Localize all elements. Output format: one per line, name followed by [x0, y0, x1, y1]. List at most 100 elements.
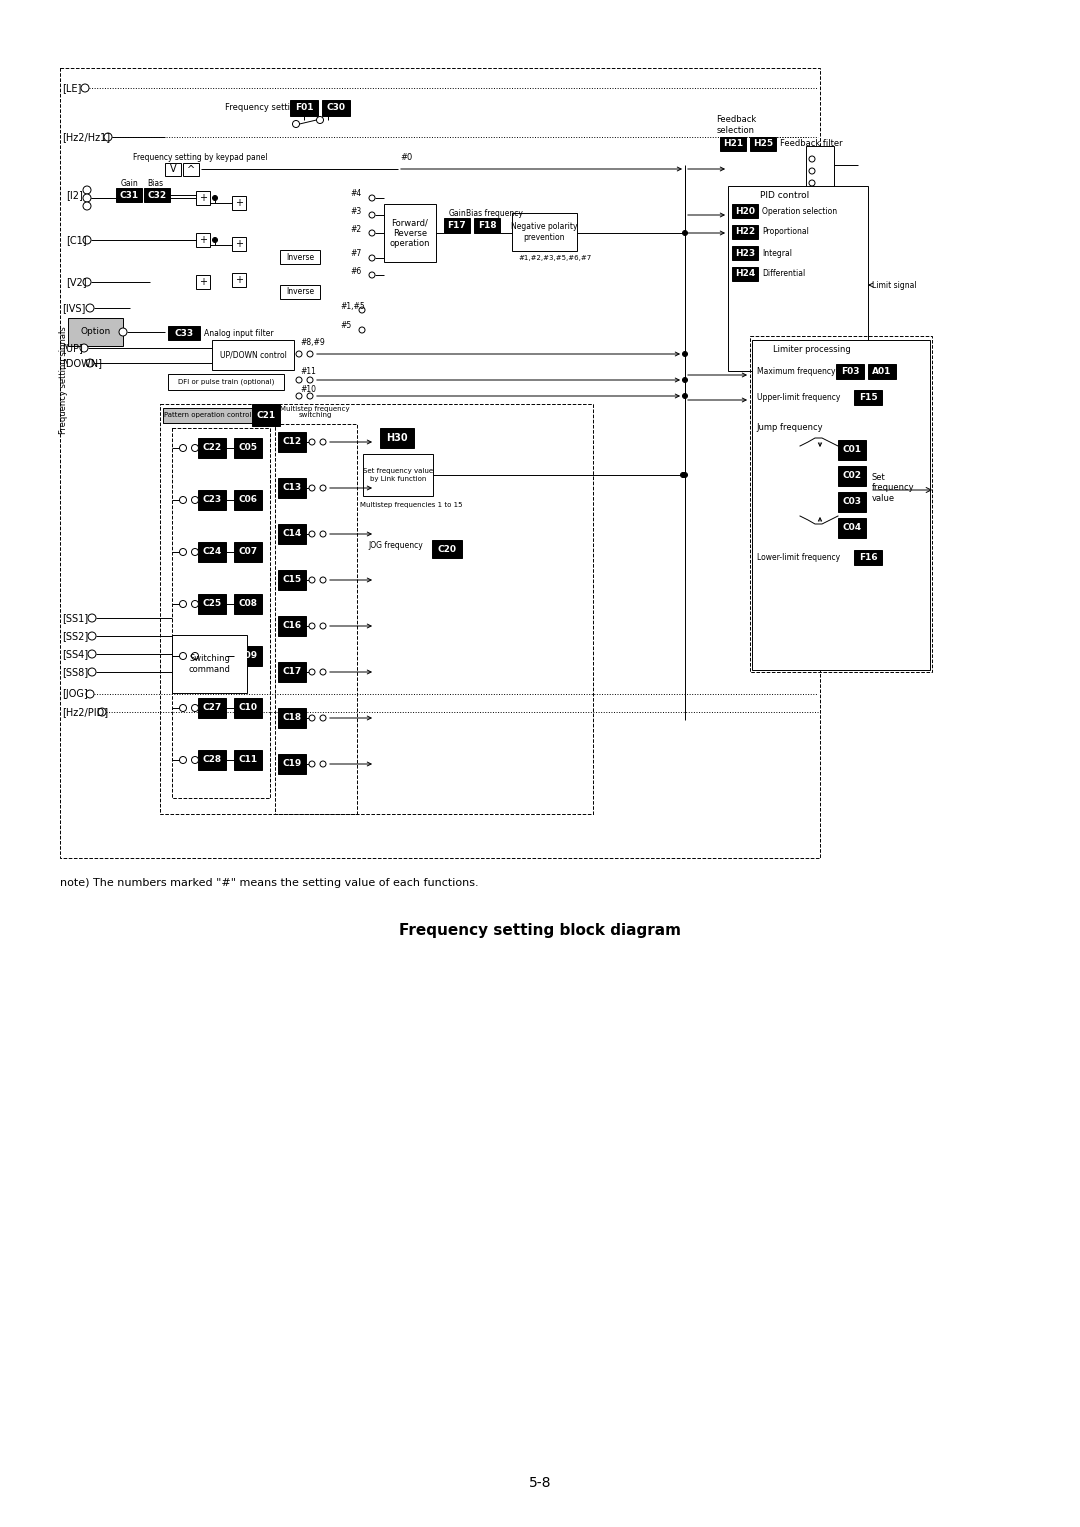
Bar — [198, 750, 226, 770]
Bar — [280, 250, 320, 264]
Text: C02: C02 — [842, 472, 862, 481]
Text: Limiter processing: Limiter processing — [773, 345, 851, 354]
Text: Bias frequency: Bias frequency — [465, 209, 523, 217]
Bar — [234, 698, 262, 718]
Circle shape — [86, 304, 94, 312]
Bar — [750, 336, 932, 672]
Circle shape — [680, 472, 686, 478]
Text: Analog input filter: Analog input filter — [204, 328, 273, 337]
Bar — [278, 709, 306, 728]
Text: Feedback filter: Feedback filter — [780, 139, 842, 148]
Bar — [278, 754, 306, 774]
Text: C06: C06 — [239, 495, 257, 504]
Text: Negative polarity
prevention: Negative polarity prevention — [511, 223, 578, 241]
Text: C12: C12 — [283, 438, 301, 446]
Circle shape — [309, 438, 315, 444]
Text: [I2]: [I2] — [66, 189, 83, 200]
Circle shape — [320, 623, 326, 629]
Circle shape — [309, 760, 315, 767]
Text: [SS4]: [SS4] — [62, 649, 89, 660]
Bar — [165, 163, 181, 176]
Text: C03: C03 — [842, 498, 862, 507]
Bar — [275, 425, 357, 814]
Circle shape — [179, 548, 187, 556]
Text: H24: H24 — [734, 269, 755, 278]
Bar — [198, 542, 226, 562]
Bar — [728, 186, 868, 371]
Circle shape — [320, 438, 326, 444]
Circle shape — [213, 238, 217, 243]
Text: V: V — [170, 165, 176, 174]
Circle shape — [309, 577, 315, 583]
Circle shape — [179, 496, 187, 504]
Circle shape — [191, 444, 199, 452]
Text: Set
frequency
value: Set frequency value — [872, 473, 915, 502]
Text: Frequency setting by keypad panel: Frequency setting by keypad panel — [133, 154, 268, 162]
Circle shape — [87, 614, 96, 621]
Text: C25: C25 — [202, 600, 221, 608]
Bar — [234, 490, 262, 510]
Circle shape — [320, 531, 326, 538]
Bar — [380, 428, 414, 447]
Bar — [168, 325, 200, 341]
Bar — [291, 99, 318, 116]
Text: Forward/
Reverse
operation: Forward/ Reverse operation — [390, 218, 430, 247]
Circle shape — [191, 496, 199, 504]
Text: H23: H23 — [734, 249, 755, 258]
Text: [C1]: [C1] — [66, 235, 86, 244]
Text: [V2]: [V2] — [66, 276, 86, 287]
Circle shape — [179, 444, 187, 452]
Bar — [172, 428, 270, 799]
Bar — [838, 440, 866, 460]
Text: C05: C05 — [239, 443, 257, 452]
Text: [Hz2/Hz1]: [Hz2/Hz1] — [62, 131, 110, 142]
Text: C08: C08 — [239, 600, 257, 608]
Text: C28: C28 — [202, 756, 221, 765]
Bar — [198, 490, 226, 510]
Circle shape — [316, 116, 324, 124]
Text: Multistep frequencies 1 to 15: Multistep frequencies 1 to 15 — [360, 502, 462, 508]
Text: Upper-limit frequency: Upper-limit frequency — [757, 394, 840, 403]
Text: [UP]: [UP] — [62, 344, 83, 353]
Text: JOG frequency: JOG frequency — [368, 541, 422, 550]
Circle shape — [296, 392, 302, 399]
Circle shape — [683, 231, 688, 235]
Bar — [198, 438, 226, 458]
Circle shape — [369, 195, 375, 202]
Bar — [168, 374, 284, 389]
Circle shape — [307, 377, 313, 383]
Text: [Hz2/PID]: [Hz2/PID] — [62, 707, 108, 718]
Text: C32: C32 — [148, 191, 166, 200]
Text: C31: C31 — [120, 191, 138, 200]
Text: C27: C27 — [202, 704, 221, 713]
Text: C09: C09 — [239, 652, 257, 661]
Text: [JOG]: [JOG] — [62, 689, 87, 699]
Text: C15: C15 — [283, 576, 301, 585]
Text: +: + — [235, 199, 243, 208]
Text: C16: C16 — [283, 621, 301, 631]
Text: Pattern operation control: Pattern operation control — [164, 412, 252, 418]
Bar — [116, 188, 141, 202]
Text: [SS8]: [SS8] — [62, 667, 89, 676]
Circle shape — [191, 704, 199, 712]
Bar — [232, 237, 246, 250]
Bar — [280, 286, 320, 299]
Text: Lower-limit frequency: Lower-limit frequency — [757, 553, 840, 562]
Text: H21: H21 — [723, 139, 743, 148]
Bar — [384, 205, 436, 263]
Text: [SS1]: [SS1] — [62, 612, 89, 623]
Text: C13: C13 — [283, 484, 301, 493]
Bar — [232, 273, 246, 287]
Bar — [234, 438, 262, 458]
Bar — [432, 541, 462, 557]
Text: #5: #5 — [340, 321, 351, 330]
Text: C17: C17 — [282, 667, 301, 676]
Text: Differential: Differential — [762, 269, 806, 278]
Circle shape — [80, 344, 87, 353]
Bar — [195, 275, 210, 289]
Bar — [60, 69, 820, 858]
Bar — [720, 137, 746, 151]
Text: UP/DOWN control: UP/DOWN control — [219, 351, 286, 359]
Text: F17: F17 — [447, 221, 467, 231]
Circle shape — [179, 756, 187, 764]
